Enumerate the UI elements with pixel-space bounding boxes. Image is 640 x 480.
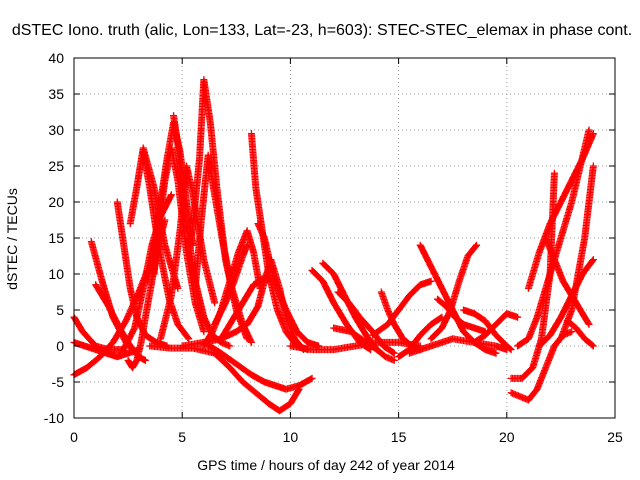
data-point-markers <box>247 130 312 354</box>
y-tick-label: 25 <box>48 158 64 174</box>
series-arc-32 <box>395 313 446 361</box>
series-arc-24 <box>211 241 251 328</box>
data-point-markers <box>395 313 446 361</box>
y-tick-label: -5 <box>52 374 65 390</box>
y-axis-label: dSTEC / TECUs <box>4 188 20 290</box>
data-point-markers <box>254 220 323 350</box>
x-tick-label: 25 <box>607 429 623 445</box>
x-tick-label: 10 <box>283 429 299 445</box>
y-tick-label: 30 <box>48 122 64 138</box>
series-arc-46 <box>470 310 522 346</box>
data-point-markers <box>434 295 489 336</box>
series-arc-22 <box>146 342 303 415</box>
series-arc-21 <box>200 338 316 393</box>
series-arc-31 <box>369 277 435 339</box>
series-arc-45 <box>563 317 597 350</box>
chart-data-marks <box>70 76 597 415</box>
y-tick-label: 15 <box>48 230 64 246</box>
data-point-markers <box>211 241 251 328</box>
x-axis-label: GPS time / hours of day 242 of year 2014 <box>197 457 455 473</box>
x-tick-label: 0 <box>70 429 78 445</box>
y-tick-label: 40 <box>48 50 64 66</box>
series-arc-35 <box>434 295 489 336</box>
data-point-markers <box>563 317 597 350</box>
chart-axis-ticks: 0 5 10 15 20 25 -10 -5 0 5 10 15 20 25 30 35 40 <box>44 50 623 445</box>
x-tick-label: 5 <box>178 429 186 445</box>
y-tick-label: 35 <box>48 86 64 102</box>
y-tick-label: -10 <box>44 410 64 426</box>
y-tick-label: 10 <box>48 266 64 282</box>
y-tick-label: 20 <box>48 194 64 210</box>
y-tick-label: 5 <box>56 302 64 318</box>
data-point-markers <box>330 324 398 364</box>
series-arc-41 <box>524 130 597 292</box>
data-point-markers <box>470 310 522 346</box>
y-tick-label: 0 <box>56 338 64 354</box>
data-point-markers <box>217 274 277 343</box>
data-point-markers <box>369 277 435 339</box>
data-point-markers <box>524 130 597 292</box>
x-tick-label: 15 <box>391 429 407 445</box>
series-arc-19 <box>247 130 312 354</box>
x-tick-label: 20 <box>499 429 515 445</box>
series-arc-29 <box>330 324 398 364</box>
series-arc-20 <box>254 220 323 350</box>
data-point-markers <box>146 342 303 415</box>
data-point-markers <box>200 338 316 393</box>
chart-title: dSTEC Iono. truth (alic, Lon=133, Lat=-2… <box>12 22 632 39</box>
series-arc-23 <box>217 274 277 343</box>
